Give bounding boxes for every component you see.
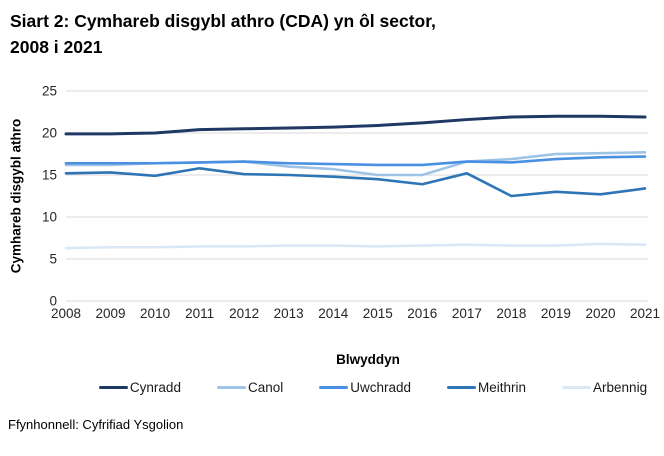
legend-swatch-icon bbox=[98, 386, 128, 389]
x-tick-label-2015: 2015 bbox=[363, 306, 393, 321]
legend-swatch-icon bbox=[216, 386, 246, 389]
x-tick-label-2014: 2014 bbox=[318, 306, 349, 321]
source-note: Ffynhonnell: Cyfrifiad Ysgolion bbox=[8, 417, 184, 432]
y-tick-label-0: 0 bbox=[49, 294, 57, 309]
y-tick-label-15: 15 bbox=[42, 168, 57, 183]
x-axis-title: Blwyddyn bbox=[336, 352, 400, 367]
legend-item-uwchradd: Uwchradd bbox=[319, 380, 411, 395]
x-tick-label-2009: 2009 bbox=[96, 306, 126, 321]
page-title-line-1: Siart 2: Cymhareb disgybl athro (CDA) yn… bbox=[10, 11, 436, 31]
y-tick-label-10: 10 bbox=[42, 210, 57, 225]
x-tick-label-2013: 2013 bbox=[274, 306, 304, 321]
y-axis-title: Cymhareb disgybl athro bbox=[8, 118, 24, 274]
x-tick-label-2011: 2011 bbox=[185, 306, 214, 321]
ptr-line-chart: 0 5 10 15 20 25 2008 2009 2010 2011 2012 2013 2014 20… bbox=[42, 84, 660, 322]
x-tick-label-2018: 2018 bbox=[496, 306, 526, 321]
x-tick-label-2019: 2019 bbox=[541, 306, 571, 321]
page-title: Siart 2: Cymhareb disgybl athro (CDA) yn… bbox=[0, 0, 664, 60]
series-line-cynradd bbox=[64, 114, 647, 136]
legend-item-meithrin: Meithrin bbox=[447, 380, 526, 395]
series-line-arbennig bbox=[64, 242, 647, 250]
x-tick-label-2008: 2008 bbox=[51, 306, 81, 321]
legend-label: Meithrin bbox=[478, 380, 527, 395]
legend-label: Cynradd bbox=[129, 380, 181, 395]
legend-item-cynradd: Cynradd bbox=[98, 380, 181, 395]
x-tick-label-2010: 2010 bbox=[140, 306, 170, 321]
legend-label: Uwchradd bbox=[350, 380, 412, 395]
chart-area: Cymhareb disgybl athro 0 5 10 15 20 25 2008 200… bbox=[0, 62, 664, 324]
legend-swatch-icon bbox=[447, 386, 477, 389]
legend-label: Canol bbox=[247, 380, 284, 395]
x-tick-label-2021: 2021 bbox=[630, 306, 660, 321]
page-title-line-2: 2008 i 2021 bbox=[10, 37, 103, 57]
y-tick-label-20: 20 bbox=[42, 126, 57, 141]
legend-label: Arbennig bbox=[593, 380, 648, 395]
legend-item-canol: Canol bbox=[216, 380, 284, 395]
series-line-uwchradd bbox=[64, 155, 647, 167]
legend-swatch-icon bbox=[562, 386, 592, 389]
legend-swatch-icon bbox=[319, 386, 349, 389]
x-tick-label-2012: 2012 bbox=[229, 306, 259, 321]
y-tick-label-25: 25 bbox=[42, 84, 57, 99]
chart-legend: Cynradd Canol Uwchradd Meithrin Arbennig bbox=[0, 380, 664, 395]
series-line-meithrin bbox=[64, 166, 647, 198]
legend-item-arbennig: Arbennig bbox=[562, 380, 647, 395]
x-tick-label-2020: 2020 bbox=[585, 306, 615, 321]
y-tick-label-5: 5 bbox=[49, 252, 57, 267]
x-tick-label-2016: 2016 bbox=[407, 306, 437, 321]
x-tick-label-2017: 2017 bbox=[452, 306, 482, 321]
